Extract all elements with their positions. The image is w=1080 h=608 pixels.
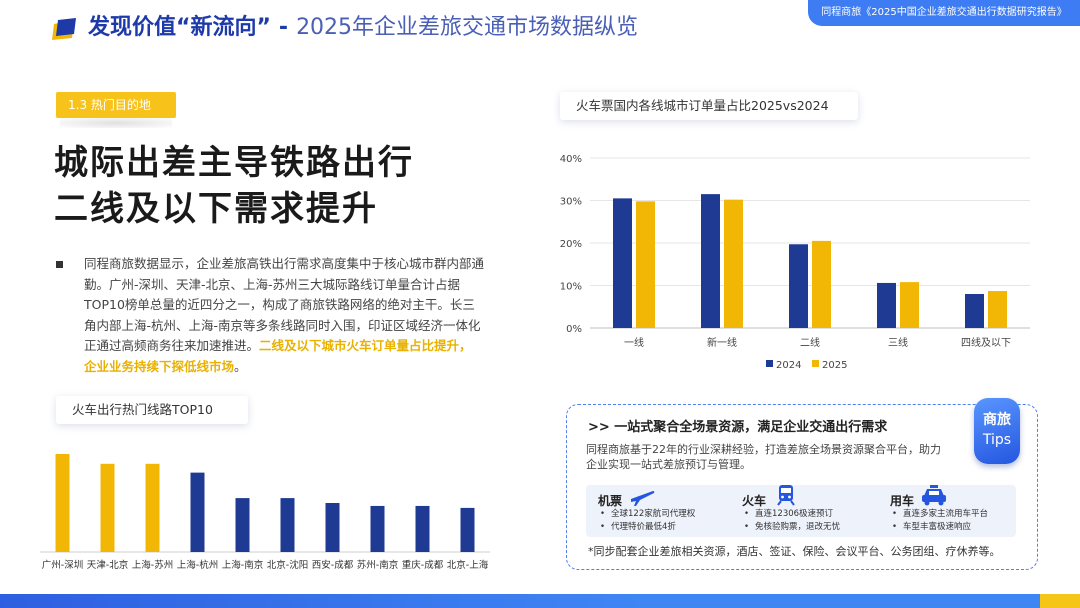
y-tick-label: 40% — [560, 154, 582, 165]
legend-label: 2024 — [776, 360, 801, 371]
tier-bar-2025 — [636, 201, 655, 328]
mode-item-car-2: 车型丰富极速响应 — [892, 521, 971, 533]
mode-item-car-1: 直连多家主流用车平台 — [892, 508, 988, 520]
section-tag-shadow — [60, 118, 172, 128]
route-bar — [235, 498, 250, 552]
mode-name-train: 火车 — [742, 494, 767, 508]
legend-swatch — [766, 360, 773, 367]
route-label: 广州-深圳 — [42, 559, 83, 571]
headline-line1: 城际出差主导铁路出行 — [54, 143, 414, 183]
tier-bar-2025 — [900, 282, 919, 328]
bottom-decorative-bar — [0, 594, 1080, 608]
tier-bar-2025 — [988, 291, 1007, 328]
route-bar — [190, 472, 205, 552]
route-label: 重庆-成都 — [402, 559, 444, 571]
route-bar — [415, 505, 430, 552]
summary-end: 。 — [234, 358, 247, 374]
city-tier-share-chart: 0% 10% 20% 30% 40% 一线 新一线 二线 三线 四线及以下 2024 2025 — [560, 154, 1030, 371]
route-label: 北京-上海 — [447, 559, 489, 571]
x-tick-label: 二线 — [800, 336, 820, 349]
report-source-tag: 同程商旅《2025中国企业差旅交通出行数据研究报告》 — [808, 0, 1080, 26]
x-tick-label: 一线 — [624, 336, 644, 349]
route-bar — [370, 505, 385, 552]
tier-bar-2024 — [613, 198, 632, 328]
headline: 城际出差主导铁路出行 二线及以下需求提升 — [54, 140, 414, 232]
legend-swatch — [812, 360, 819, 367]
mode-item-plane-2: 代理特价最低4折 — [600, 521, 676, 533]
mode-item-train-2: 免核验购票，退改无忧 — [744, 521, 840, 533]
y-tick-label: 10% — [560, 282, 582, 293]
tips-badge-line1: 商旅 — [983, 412, 1011, 428]
route-bar — [280, 498, 295, 552]
train-icon — [777, 485, 795, 506]
tier-bar-2024 — [877, 282, 896, 328]
top10-routes-chart: 广州-深圳 天津-北京 上海-苏州 上海-杭州 上海-南京 北京-沈阳 西安-成都 苏州-南京… — [40, 454, 490, 571]
tier-bar-2025 — [724, 199, 743, 328]
tier-bar-2025 — [812, 240, 831, 328]
mode-name-car: 用车 — [890, 494, 915, 508]
page-title-light: 2025年企业差旅交通市场数据纵览 — [296, 15, 639, 40]
page-title-strong: 发现价值“新流向” — [88, 15, 271, 40]
route-label: 天津-北京 — [87, 559, 128, 571]
route-bar — [55, 454, 70, 552]
tips-badge-line2: Tips — [982, 432, 1012, 448]
headline-line2: 二线及以下需求提升 — [54, 189, 378, 229]
summary-paragraph: 同程商旅数据显示，企业差旅高铁出行需求高度集中于核心城市群内部通勤。广州-深圳、… — [84, 254, 484, 377]
y-tick-label: 20% — [560, 239, 582, 250]
tips-badge: 商旅 Tips — [974, 398, 1020, 464]
route-label: 西安-成都 — [312, 559, 354, 571]
bullet-icon — [56, 261, 63, 268]
x-tick-label: 三线 — [888, 336, 908, 349]
x-tick-label: 四线及以下 — [961, 336, 1011, 349]
legend-label: 2025 — [822, 360, 847, 371]
tier-bar-2024 — [789, 244, 808, 328]
y-tick-label: 0% — [566, 324, 582, 335]
route-label: 上海-南京 — [222, 559, 263, 571]
route-label: 北京-沈阳 — [267, 559, 308, 571]
summary-highlight: 二线及以下城市火车订单量占比提升，企业业务持续下探低线市场 — [84, 338, 472, 374]
left-chart-title: 火车出行热门线路TOP10 — [56, 396, 248, 424]
route-bar — [460, 507, 475, 552]
page-title: 发现价值“新流向” -2025年企业差旅交通市场数据纵览 — [88, 12, 638, 44]
route-bar — [325, 503, 340, 552]
mode-item-train-1: 直连12306极速预订 — [744, 508, 833, 520]
x-tick-label: 新一线 — [707, 336, 737, 349]
tier-bar-2024 — [701, 194, 720, 328]
mode-name-plane: 机票 — [598, 494, 623, 508]
right-chart-title: 火车票国内各线城市订单量占比2025vs2024 — [560, 92, 858, 120]
car-icon — [922, 485, 946, 506]
route-label: 上海-苏州 — [132, 559, 173, 571]
tier-bar-2024 — [965, 294, 984, 328]
y-tick-label: 30% — [560, 197, 582, 208]
route-bar — [100, 463, 115, 552]
mode-item-plane-1: 全球122家航司代理权 — [600, 508, 695, 520]
page-title-dash: - — [278, 15, 289, 40]
report-logo-icon — [52, 18, 76, 40]
tips-title: >> 一站式聚合全场景资源，满足企业交通出行需求 — [588, 420, 888, 435]
route-bar — [145, 463, 160, 552]
plane-icon — [631, 491, 655, 506]
tips-description: 同程商旅基于22年的行业深耕经验，打造差旅全场景资源聚合平台，助力企业实现一站式… — [586, 443, 941, 471]
section-tag: 1.3 热门目的地 — [56, 92, 176, 118]
summary-text: 同程商旅数据显示，企业差旅高铁出行需求高度集中于核心城市群内部通勤。广州-深圳、… — [84, 256, 485, 353]
route-label: 苏州-南京 — [357, 559, 398, 571]
tips-footnote: *同步配套企业差旅相关资源，酒店、签证、保险、会议平台、公务团组、疗休养等。 — [588, 545, 1001, 558]
route-label: 上海-杭州 — [177, 559, 218, 571]
